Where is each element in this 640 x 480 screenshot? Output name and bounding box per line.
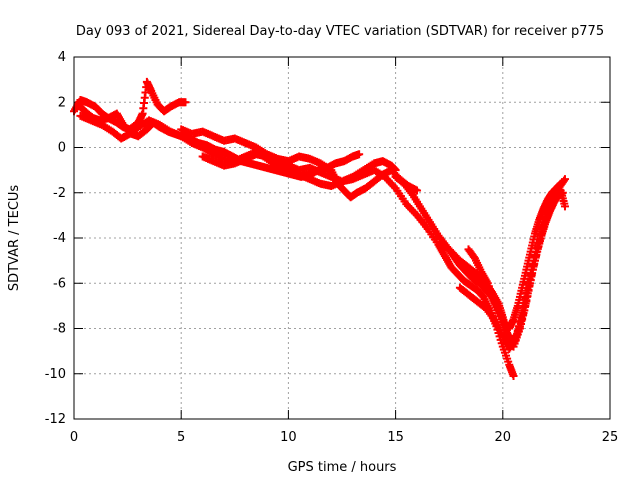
x-tick-labels: 0 5 10 15 20 25 — [70, 430, 618, 445]
data-point — [527, 265, 536, 274]
y-tick-label: -4 — [53, 231, 66, 246]
data-point — [536, 231, 545, 240]
data-point — [560, 175, 569, 184]
y-tick-labels: 4 2 0 -2 -4 -6 -8 -10 -12 — [45, 50, 66, 427]
data-point — [525, 274, 534, 283]
plot-points — [70, 77, 569, 381]
chart-title: Day 093 of 2021, Sidereal Day-to-day VTE… — [76, 24, 604, 39]
data-point — [181, 98, 190, 107]
data-point — [528, 261, 537, 270]
data-point — [518, 308, 527, 317]
data-point — [530, 252, 539, 261]
plot-frame — [73, 56, 611, 420]
data-point — [510, 337, 519, 346]
data-point — [512, 331, 521, 340]
y-tick-label: -10 — [45, 367, 66, 382]
data-point — [524, 279, 533, 288]
data-point — [519, 303, 528, 312]
series-track-e — [198, 150, 518, 381]
x-tick-label: 0 — [70, 430, 78, 445]
y-tick-label: 4 — [58, 50, 66, 65]
data-point — [514, 322, 523, 331]
data-point — [513, 326, 522, 335]
y-tick-label: 2 — [58, 95, 66, 110]
data-point — [511, 335, 520, 344]
data-point — [517, 313, 526, 322]
data-point — [520, 298, 529, 307]
x-tick-label: 15 — [387, 430, 404, 445]
y-tick-label: -8 — [53, 322, 66, 337]
data-point — [521, 293, 530, 302]
data-point — [526, 270, 535, 279]
y-tick-label: 0 — [58, 141, 66, 156]
data-point — [559, 176, 568, 185]
data-point — [529, 256, 538, 265]
data-point — [355, 150, 364, 159]
series-track-a — [70, 77, 190, 134]
y-axis-label: SDTVAR / TECUs — [7, 185, 22, 292]
x-tick-label: 25 — [602, 430, 619, 445]
data-point — [522, 289, 531, 298]
x-axis-label: GPS time / hours — [288, 460, 397, 475]
x-tick-label: 10 — [280, 430, 297, 445]
data-point — [534, 239, 543, 248]
data-point — [532, 247, 541, 256]
data-point — [523, 284, 532, 293]
y-tick-label: -12 — [45, 412, 66, 427]
data-point — [533, 243, 542, 252]
y-tick-label: -6 — [53, 276, 66, 291]
data-point — [560, 202, 569, 211]
y-tick-label: -2 — [53, 186, 66, 201]
grid — [74, 57, 610, 419]
data-point — [535, 235, 544, 244]
data-point — [413, 186, 422, 195]
x-tick-label: 5 — [177, 430, 185, 445]
x-tick-label: 20 — [495, 430, 512, 445]
series-track-i — [455, 186, 569, 353]
data-point — [515, 317, 524, 326]
data-point — [509, 372, 518, 381]
